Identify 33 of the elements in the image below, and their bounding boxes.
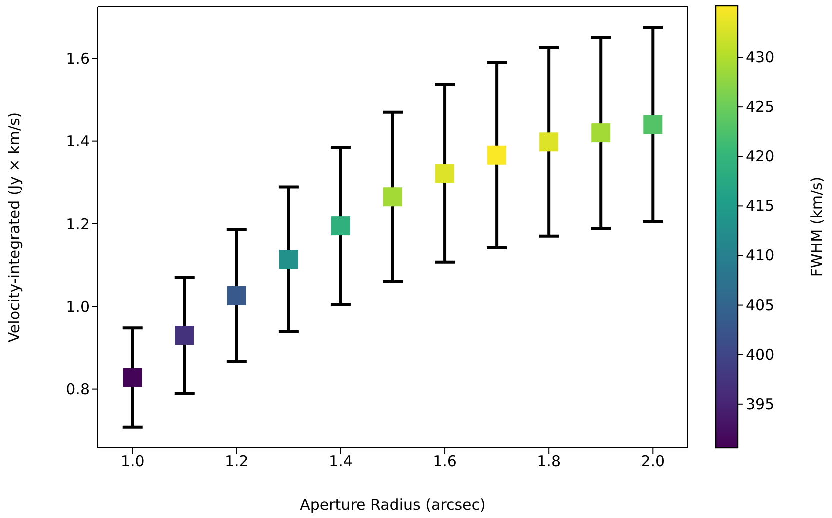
point <box>279 250 298 270</box>
point <box>331 216 350 236</box>
point <box>644 115 663 134</box>
point <box>436 164 455 184</box>
point <box>592 124 611 143</box>
color-bar-label: 415 <box>746 197 775 216</box>
x-tick-label: 1.8 <box>537 452 562 471</box>
point <box>540 132 559 152</box>
x-axis-title: Aperture Radius (arcsec) <box>300 496 486 514</box>
color-bar-label: 400 <box>746 346 775 364</box>
point <box>384 188 402 207</box>
point <box>227 286 246 306</box>
x-tick-label: 1.0 <box>120 452 145 471</box>
point <box>175 326 194 346</box>
y-tick-label: 0.8 <box>66 380 90 399</box>
x-tick-label: 1.4 <box>329 452 353 471</box>
color-bar-label: 425 <box>746 98 775 116</box>
point <box>488 146 507 165</box>
y-tick-label: 1.2 <box>66 215 90 234</box>
y-tick-label: 1.0 <box>66 298 90 316</box>
y-tick-label: 1.4 <box>66 132 90 151</box>
color-bar-label: 405 <box>746 296 775 314</box>
color-bar-label: 410 <box>746 246 775 265</box>
y-tick-label: 1.6 <box>66 50 90 68</box>
x-tick-label: 2.0 <box>641 452 666 471</box>
point <box>123 368 142 388</box>
color-bar-label: 395 <box>746 395 775 414</box>
y-axis-title: Velocity-integrated (Jy × km/s) <box>5 112 24 343</box>
x-tick-label: 1.6 <box>433 452 457 471</box>
color-bar-label: 420 <box>746 148 775 166</box>
color-bar-title: FWHM (km/s) <box>808 176 826 278</box>
x-tick-label: 1.2 <box>224 452 249 471</box>
color-bar-label: 430 <box>746 48 775 67</box>
